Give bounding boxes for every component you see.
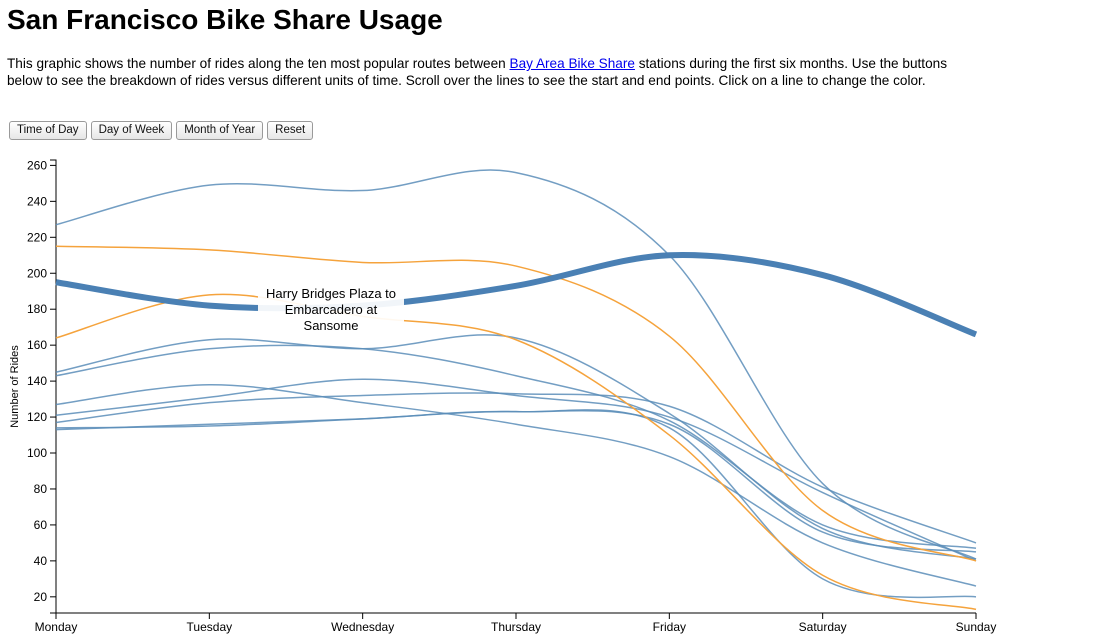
y-tick-label: 240	[27, 194, 47, 208]
y-tick-label: 80	[34, 482, 48, 496]
y-tick-label: 40	[34, 554, 48, 568]
rides-line-chart: 20 40 60 80 100 120 140 160 180 200 220 240 260 Numbe…	[9, 158, 997, 634]
route-line[interactable]	[55, 344, 977, 550]
route-lines	[55, 169, 978, 611]
y-tick-label: 120	[27, 410, 47, 424]
x-tick-label: Saturday	[799, 620, 847, 634]
route-line[interactable]	[55, 334, 977, 560]
y-tick-label: 220	[27, 230, 47, 244]
route-line[interactable]	[55, 392, 977, 544]
route-line[interactable]	[55, 169, 977, 560]
x-axis: Monday Tuesday Wednesday Thursday Friday Satu…	[35, 612, 997, 634]
y-tick-label: 160	[27, 338, 47, 352]
route-line[interactable]	[55, 378, 977, 562]
route-line-selected[interactable]	[55, 293, 977, 611]
y-tick-label: 260	[27, 158, 47, 172]
y-axis-label: Number of Rides	[9, 345, 21, 428]
route-line-highlighted[interactable]	[55, 252, 978, 338]
time-unit-buttons: Time of Day Day of Week Month of Year Re…	[9, 121, 314, 140]
intro-text: This graphic shows the number of rides a…	[7, 56, 982, 89]
y-tick-label: 60	[34, 518, 48, 532]
intro-text-end: stations during the first six months. Us…	[7, 56, 947, 88]
y-axis: 20 40 60 80 100 120 140 160 180 200 220 240 260 Numbe…	[9, 158, 57, 614]
bay-area-bike-share-link[interactable]: Bay Area Bike Share	[509, 56, 635, 71]
reset-button[interactable]: Reset	[267, 121, 314, 140]
page-title: San Francisco Bike Share Usage	[7, 4, 443, 35]
y-tick-label: 180	[27, 302, 47, 316]
route-line[interactable]	[55, 383, 977, 587]
intro-text-start: This graphic shows the number of rides a…	[7, 56, 510, 71]
x-tick-label: Friday	[653, 620, 686, 634]
x-tick-label: Wednesday	[331, 620, 394, 634]
x-tick-label: Monday	[35, 620, 78, 634]
month-of-year-button[interactable]: Month of Year	[176, 121, 264, 140]
y-tick-label: 140	[27, 374, 47, 388]
route-line[interactable]	[55, 409, 977, 599]
x-tick-label: Tuesday	[187, 620, 233, 634]
x-tick-label: Thursday	[491, 620, 541, 634]
y-tick-label: 200	[27, 266, 47, 280]
y-axis-line	[50, 159, 57, 614]
y-tick-label: 20	[34, 590, 48, 604]
route-tooltip: Harry Bridges Plaza to Embarcadero at Sa…	[258, 285, 404, 335]
route-line-selected[interactable]	[55, 245, 977, 562]
x-tick-label: Sunday	[956, 620, 997, 634]
y-tick-label: 100	[27, 446, 47, 460]
time-of-day-button[interactable]: Time of Day	[9, 121, 87, 140]
day-of-week-button[interactable]: Day of Week	[90, 121, 173, 140]
